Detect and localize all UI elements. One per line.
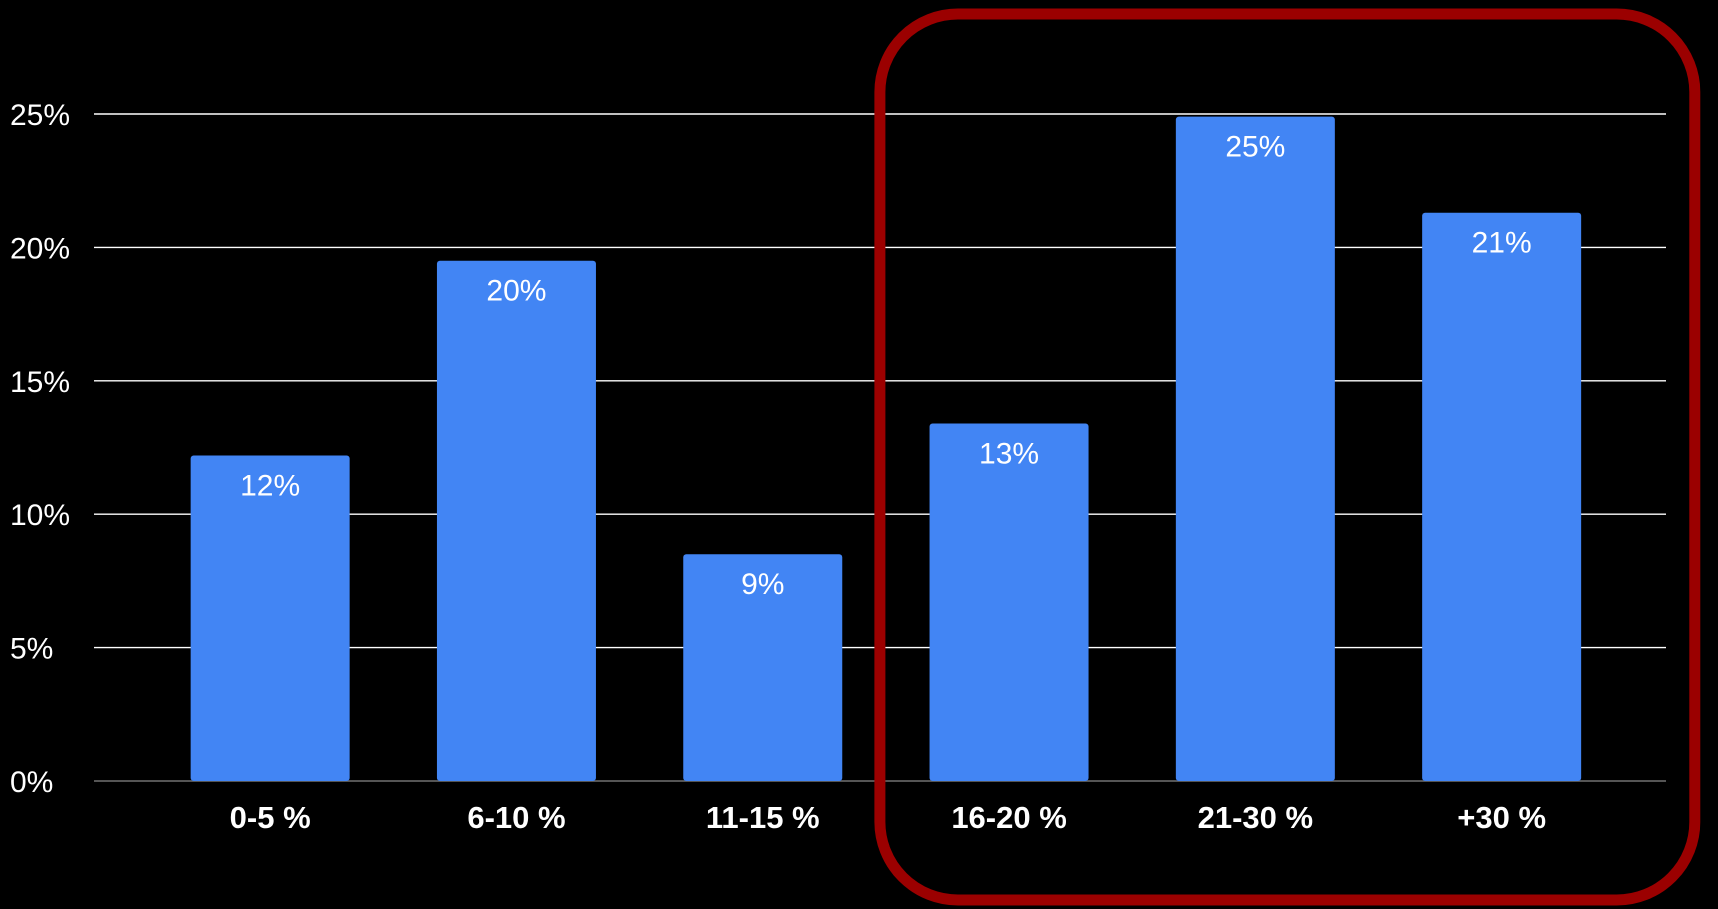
highlight-box-group bbox=[874, 8, 1701, 906]
data-labels: 12% 20% 9% 13% 25% 21% bbox=[240, 131, 1532, 602]
bar bbox=[436, 260, 596, 781]
x-tick-label: 16-20 % bbox=[951, 800, 1066, 835]
y-tick-label: 0% bbox=[10, 766, 53, 799]
y-tick-label: 20% bbox=[10, 232, 70, 265]
y-tick-label: 25% bbox=[10, 99, 70, 132]
x-tick-label: 11-15 % bbox=[706, 800, 820, 835]
bar bbox=[190, 455, 350, 781]
y-tick-label: 15% bbox=[10, 366, 70, 399]
bar bbox=[929, 423, 1089, 781]
x-tick-label: +30 % bbox=[1457, 800, 1546, 835]
data-label: 21% bbox=[1472, 227, 1532, 260]
highlight-box bbox=[874, 8, 1701, 906]
data-label: 20% bbox=[486, 275, 546, 308]
data-label: 13% bbox=[979, 437, 1039, 470]
data-label: 12% bbox=[240, 470, 300, 503]
y-tick-label: 10% bbox=[10, 499, 70, 532]
x-tick-label: 6-10 % bbox=[467, 800, 565, 835]
data-label: 9% bbox=[741, 568, 784, 601]
x-tick-label: 21-30 % bbox=[1198, 800, 1313, 835]
bars bbox=[190, 116, 1582, 782]
data-label: 25% bbox=[1225, 131, 1285, 164]
y-axis-ticks: 0% 5% 10% 15% 20% 25% bbox=[10, 99, 70, 799]
bar bbox=[1175, 116, 1335, 782]
y-tick-label: 5% bbox=[10, 633, 53, 666]
x-tick-label: 0-5 % bbox=[230, 800, 311, 835]
bar bbox=[1422, 212, 1582, 781]
x-axis-ticks: 0-5 % 6-10 % 11-15 % 16-20 % 21-30 % +30 % bbox=[230, 800, 1546, 835]
bar bbox=[683, 554, 843, 781]
